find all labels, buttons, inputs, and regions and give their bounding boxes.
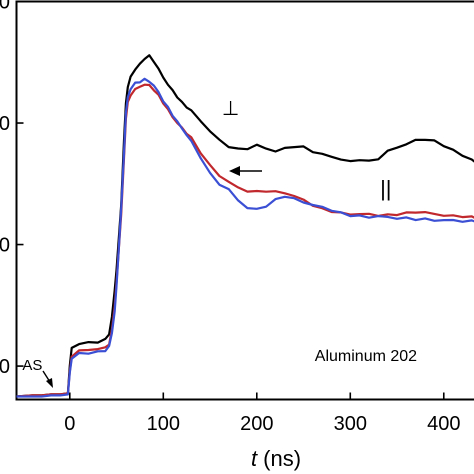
annotation-as-arrow <box>42 370 53 388</box>
x-tick-label: 100 <box>147 413 180 435</box>
x-tick-label: 200 <box>240 413 273 435</box>
y-tick-label: 0 <box>0 356 10 378</box>
y-axis: 0 0 0 0 <box>0 0 24 378</box>
y-tick-label: 0 <box>0 0 10 14</box>
x-tick-label: 300 <box>334 413 367 435</box>
annotation-material: Aluminum 202 <box>315 348 417 365</box>
series-line-1 <box>16 54 474 398</box>
x-axis-label: t (ns) <box>251 446 301 471</box>
x-axis-label-unit: (ns) <box>257 446 301 471</box>
x-tick-label: 0 <box>64 413 75 435</box>
annotation-perpendicular: ⊥ <box>222 98 239 120</box>
annotation-as-label: AS <box>22 357 42 374</box>
x-axis-label-variable: t <box>251 446 258 471</box>
x-tick-label: 400 <box>427 413 460 435</box>
series-layer <box>16 54 474 398</box>
annotation-arrow-left <box>229 166 262 176</box>
annotation-parallel: || <box>380 176 391 201</box>
y-tick-label: 0 <box>0 113 10 135</box>
series-line-3 <box>16 77 474 398</box>
x-axis: 0 100 200 300 400 <box>64 392 460 435</box>
plot-frame <box>15 0 474 401</box>
y-tick-label: 0 <box>0 235 10 257</box>
